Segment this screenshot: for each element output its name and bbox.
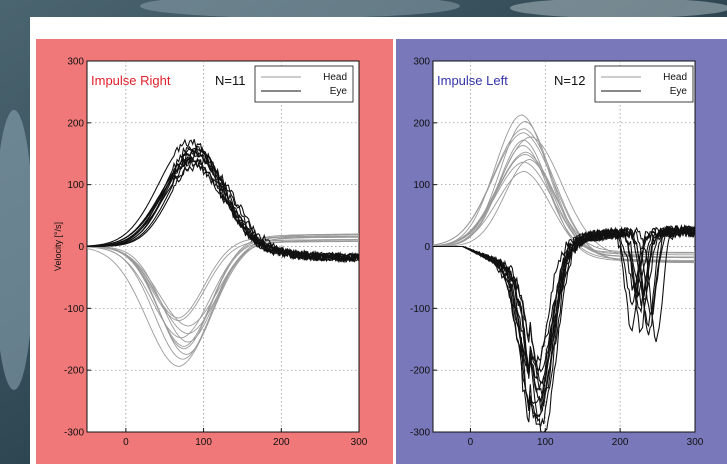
x-tick-label: 200 bbox=[612, 437, 629, 448]
x-tick-label: 0 bbox=[468, 437, 474, 448]
head-trace bbox=[86, 234, 359, 327]
eye-trace bbox=[433, 227, 696, 394]
impulse-right-chart: 0 100 200 300 300 200 100 0 -100 -200 -300 Velocity… bbox=[36, 39, 393, 464]
legend-label: Eye bbox=[670, 86, 688, 97]
trial-count: N=12 bbox=[554, 73, 585, 88]
x-tick-label: 300 bbox=[687, 437, 704, 448]
head-trace bbox=[87, 241, 359, 343]
legend-box bbox=[594, 65, 694, 103]
figure-card: 0 100 200 300 300 200 100 0 -100 -200 -300 Velocity… bbox=[30, 17, 727, 464]
x-tick-label: 0 bbox=[123, 437, 129, 448]
head-trace bbox=[87, 235, 359, 319]
y-tick-label: 100 bbox=[413, 180, 430, 191]
x-tick-label: 100 bbox=[537, 437, 554, 448]
legend-label: Head bbox=[663, 72, 687, 83]
head-trace bbox=[87, 239, 359, 322]
trial-count: N=11 bbox=[215, 73, 245, 88]
impulse-right-panel: 0 100 200 300 300 200 100 0 -100 -200 -300 Velocity… bbox=[36, 39, 393, 464]
y-tick-label: -300 bbox=[410, 428, 430, 439]
y-tick-label: 200 bbox=[67, 118, 84, 129]
x-tick-label: 100 bbox=[195, 437, 212, 448]
impulse-left-chart: 0 100 200 300 300 200 100 0 -100 -200 -300 Head Eye I… bbox=[396, 39, 727, 464]
impulse-left-panel: 0 100 200 300 300 200 100 0 -100 -200 -300 Head Eye I… bbox=[396, 39, 727, 464]
y-tick-label: 300 bbox=[413, 57, 430, 68]
y-tick-label: 0 bbox=[424, 242, 430, 253]
y-axis-label: Velocity [°/s] bbox=[53, 222, 63, 271]
y-tick-label: 200 bbox=[413, 118, 430, 129]
x-tick-label: 300 bbox=[351, 437, 368, 448]
eye-trace bbox=[86, 138, 360, 263]
head-trace bbox=[87, 233, 359, 347]
x-tick-label: 200 bbox=[273, 437, 290, 448]
legend-box bbox=[254, 65, 354, 103]
legend-label: Head bbox=[323, 72, 347, 83]
eye-trace bbox=[433, 225, 696, 373]
y-tick-label: 100 bbox=[67, 180, 84, 191]
y-tick-label: -100 bbox=[64, 304, 84, 315]
chart-title: Impulse Left bbox=[437, 73, 508, 88]
chart-title: Impulse Right bbox=[91, 73, 171, 88]
y-tick-label: -200 bbox=[410, 366, 430, 377]
y-tick-label: 0 bbox=[78, 242, 84, 253]
y-tick-label: 300 bbox=[67, 57, 84, 68]
y-tick-label: -100 bbox=[410, 304, 430, 315]
y-tick-label: -300 bbox=[64, 428, 84, 439]
y-tick-label: -200 bbox=[64, 366, 84, 377]
eye-trace bbox=[87, 162, 360, 263]
head-trace bbox=[432, 128, 695, 264]
legend-label: Eye bbox=[330, 86, 348, 97]
head-trace bbox=[86, 236, 359, 367]
